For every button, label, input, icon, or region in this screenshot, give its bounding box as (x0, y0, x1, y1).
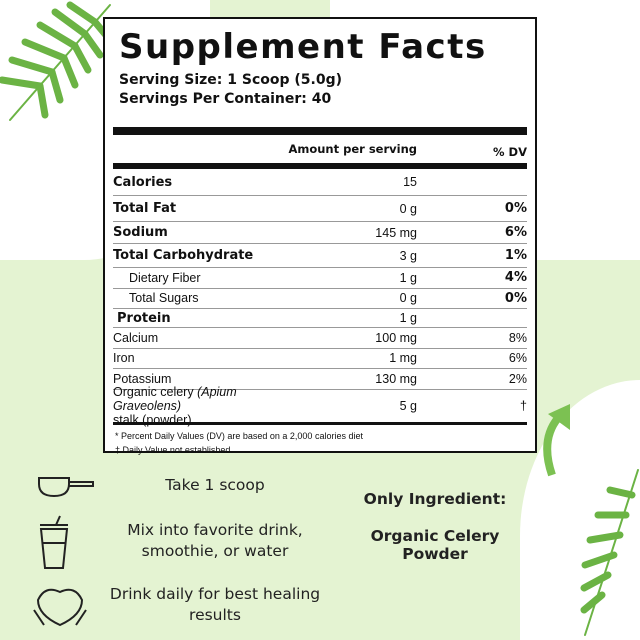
step-text: Take 1 scoop (165, 476, 265, 494)
nutrient-name: Total Sugars (129, 291, 199, 306)
dv: 0% (504, 201, 527, 216)
table-row: Protein 1 g (113, 309, 527, 328)
nutrient-name: Calories (113, 174, 173, 190)
table-header: Amount per serving % DV (113, 135, 527, 163)
amount: 1 g (399, 270, 417, 285)
table-row: Organic celery (Apium Graveolens) stalk (… (113, 385, 527, 427)
amount: 130 mg (375, 371, 417, 386)
amount: 100 mg (375, 330, 417, 345)
dv: 2% (508, 371, 527, 386)
amount: 0 g (399, 201, 417, 216)
dv: 6% (508, 351, 527, 366)
dv: 6% (504, 225, 527, 240)
table-row: Calcium 100 mg 8% (113, 328, 527, 349)
dv: 8% (508, 330, 527, 345)
nutrient-name: Total Carbohydrate (113, 248, 254, 263)
table-row: Sodium 145 mg 6% (113, 222, 527, 244)
supplement-facts-panel: Supplement Facts Serving Size: 1 Scoop (… (103, 17, 537, 455)
ingredient-value: Organic Celery Powder (370, 527, 500, 563)
step-text: Drink daily for best healing results (109, 585, 321, 624)
amount: 5 g (399, 398, 417, 413)
amount: 145 mg (375, 225, 417, 240)
dv: † (520, 398, 527, 413)
amount: 3 g (399, 248, 417, 263)
amount: 15 (403, 175, 417, 189)
nutrient-name: Calcium (113, 330, 159, 345)
amount-header: Amount per serving (288, 142, 417, 156)
table-row: Iron 1 mg 6% (113, 349, 527, 369)
table-row: Total Fat 0 g 0% (113, 196, 527, 222)
divider (113, 127, 527, 135)
table-row: Dietary Fiber 1 g 4% (113, 268, 527, 289)
nutrient-name: Protein (117, 310, 171, 326)
table-row: Calories 15 (113, 169, 527, 196)
nutrient-name: Sodium (113, 225, 168, 240)
serving-size: Serving Size: 1 Scoop (5.0g) (119, 72, 343, 88)
dv: 1% (504, 248, 527, 263)
table-row: Total Sugars 0 g 0% (113, 289, 527, 309)
divider (113, 163, 527, 169)
ingredient-label: Only Ingredient: (363, 490, 507, 508)
amount: 0 g (399, 291, 417, 306)
nutrient-name: Total Fat (113, 201, 177, 216)
facts-title: Supplement Facts (119, 27, 487, 67)
servings-per-container: Servings Per Container: 40 (119, 91, 332, 107)
table-row: Potassium 130 mg 2% (113, 369, 527, 390)
dv-header: % DV (493, 145, 527, 159)
nutrient-name: Iron (113, 351, 135, 366)
celery-name-suffix: stalk (powder) (113, 412, 192, 427)
drink-cup-icon (39, 515, 69, 569)
nutrient-name: Dietary Fiber (129, 270, 201, 285)
step-text: Mix into favorite drink, smoothie, or wa… (127, 521, 303, 560)
curved-arrow-icon (543, 404, 570, 477)
celery-latin-name: (Apium Graveolens) (113, 384, 237, 413)
footnote: * Percent Daily Values (DV) are based on… (115, 430, 363, 441)
dv: 4% (504, 270, 527, 286)
heart-hands-icon (33, 588, 87, 627)
nutrient-name: Organic celery (Apium Graveolens) stalk (… (113, 385, 297, 427)
amount: 1 mg (389, 351, 417, 366)
celery-name: Organic celery (113, 384, 198, 399)
scoop-icon (38, 477, 94, 498)
dv: 0% (504, 290, 527, 306)
palm-leaf-icon (0, 1, 114, 121)
nutrient-name: Potassium (113, 371, 172, 386)
palm-leaf-icon (580, 469, 639, 636)
table-row: Total Carbohydrate 3 g 1% (113, 244, 527, 268)
amount: 1 g (399, 311, 417, 325)
footnote: † Daily Value not established. (115, 444, 233, 455)
